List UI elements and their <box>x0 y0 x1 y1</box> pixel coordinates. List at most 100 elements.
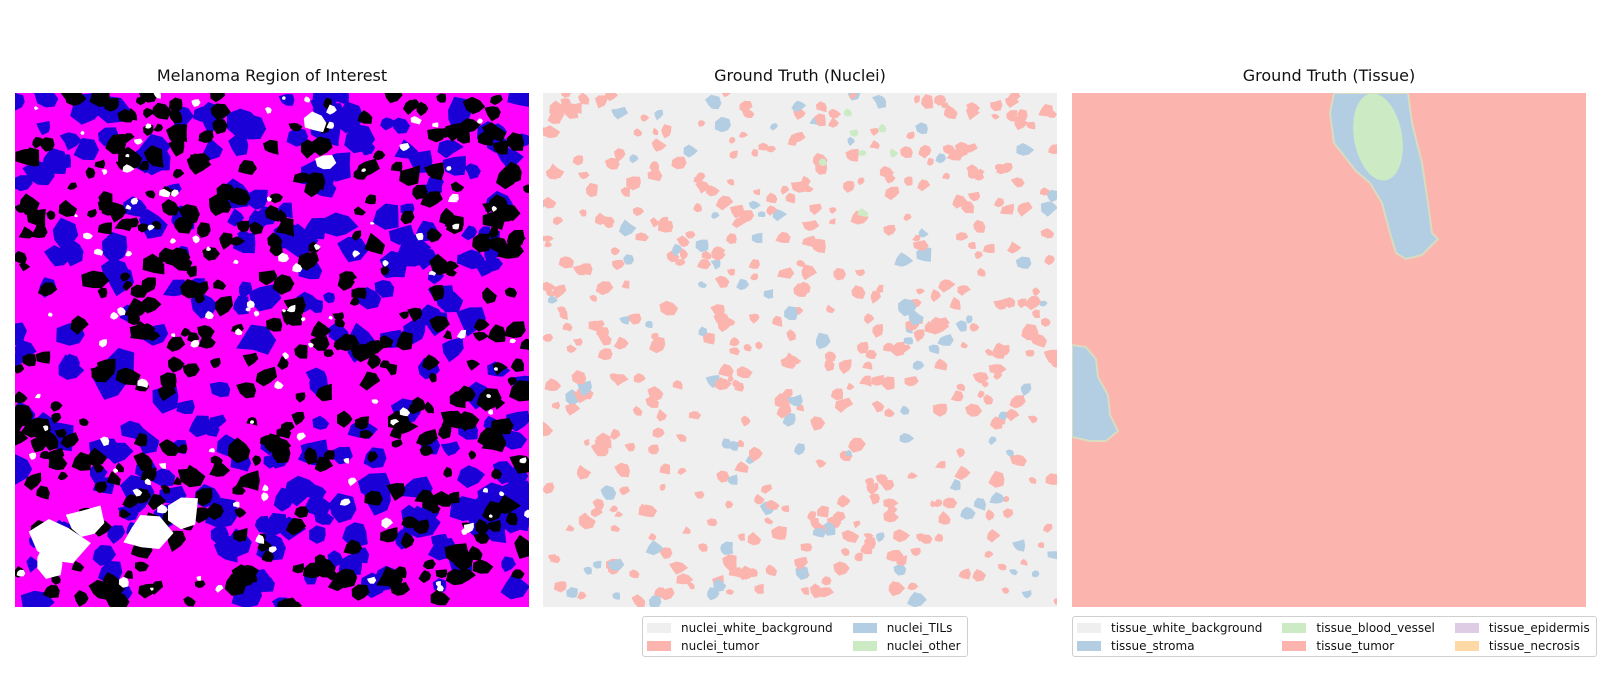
nucleus <box>230 236 246 246</box>
nucleus-tumor <box>956 383 966 392</box>
legend-item-tissue-stroma: tissue_stroma <box>1077 639 1262 653</box>
nucleus <box>48 448 65 464</box>
nucleus <box>384 93 403 104</box>
nucleus-tumor <box>887 504 898 513</box>
nucleus <box>418 570 432 584</box>
nucleus-tumor <box>801 175 811 185</box>
nucleus <box>353 206 366 216</box>
nucleus <box>334 318 346 328</box>
lumen <box>476 118 483 124</box>
legend-label: tissue_tumor <box>1316 639 1395 653</box>
nucleus <box>194 580 206 588</box>
nucleus-tumor <box>751 149 758 157</box>
nucleus <box>504 240 524 258</box>
nucleus-other <box>843 108 852 117</box>
stain-texture <box>34 93 59 108</box>
nucleus <box>166 336 186 352</box>
stain-texture <box>203 137 223 161</box>
stain-texture <box>457 465 486 489</box>
nucleus-other <box>877 123 887 133</box>
nucleus <box>440 127 453 139</box>
nucleus <box>376 566 403 590</box>
nucleus <box>440 410 464 427</box>
nucleus-tumor <box>794 556 808 571</box>
nucleus-til <box>903 337 914 345</box>
nucleus-tumor <box>739 565 752 580</box>
lumen <box>16 569 26 577</box>
lumen <box>262 484 269 492</box>
nucleus-tumor <box>988 470 1005 488</box>
nucleus-tumor <box>771 526 787 540</box>
nucleus-til <box>871 94 887 109</box>
nucleus-tumor <box>1027 415 1038 424</box>
nucleus <box>58 199 78 217</box>
legend-label: nuclei_TILs <box>886 621 953 635</box>
lumen <box>191 99 201 107</box>
nucleus-other <box>818 158 827 166</box>
nucleus <box>489 94 503 106</box>
stain-texture <box>123 196 147 218</box>
nucleus-tumor <box>866 482 879 495</box>
lumen <box>232 259 239 265</box>
nucleus <box>184 472 198 485</box>
lumen <box>488 409 494 415</box>
nucleus <box>294 344 308 359</box>
nucleus-tumor <box>1009 395 1026 409</box>
nucleus-tumor <box>758 142 770 151</box>
nucleus <box>93 461 105 473</box>
nucleus-tumor <box>747 532 762 546</box>
nucleus <box>292 563 305 574</box>
nucleus <box>482 287 497 304</box>
nucleus-tumor <box>561 93 571 98</box>
nucleus <box>46 210 56 221</box>
legend-item-tissue-necrosis: tissue_necrosis <box>1454 639 1590 653</box>
nucleus <box>507 376 518 386</box>
nucleus-tumor <box>985 509 995 521</box>
lumen <box>328 315 333 320</box>
nucleus-til <box>698 326 708 337</box>
nucleus <box>466 359 481 371</box>
nucleus-tumor <box>590 507 603 518</box>
nucleus-tumor <box>934 94 947 106</box>
stain-texture <box>461 225 478 241</box>
stain-texture <box>474 260 494 277</box>
stain-texture <box>502 430 528 450</box>
nucleus <box>504 287 518 298</box>
nucleus-tumor <box>766 192 778 203</box>
white-streak <box>37 541 63 579</box>
nucleus <box>496 494 521 515</box>
nucleus-tumor <box>682 526 691 534</box>
nucleus-tumor <box>659 484 666 491</box>
nucleus-til <box>698 281 708 288</box>
nucleus-tumor <box>869 140 880 149</box>
nucleus <box>85 167 96 179</box>
legend-item-nuclei-tumor: nuclei_tumor <box>647 639 833 653</box>
nucleus <box>449 391 466 409</box>
nucleus-tumor <box>753 188 761 196</box>
nucleus-til <box>908 592 924 607</box>
nucleus-til <box>1021 590 1032 599</box>
nucleus <box>484 106 501 122</box>
nucleus-tumor <box>934 358 948 371</box>
nucleus-tumor <box>910 547 921 557</box>
nucleus-tumor <box>981 381 989 388</box>
nucleus-tumor <box>631 594 646 607</box>
nucleus-other <box>849 129 859 137</box>
legend-item-nuclei-other: nuclei_other <box>852 639 961 653</box>
nucleus-tumor <box>1048 144 1057 154</box>
nucleus <box>264 204 280 222</box>
nucleus-tumor <box>988 364 1007 374</box>
stain-texture <box>372 203 399 230</box>
lumen <box>101 169 108 176</box>
lumen <box>296 432 306 441</box>
nucleus-til <box>916 246 932 262</box>
nucleus <box>30 222 48 238</box>
nucleus-tumor <box>675 434 687 442</box>
nucleus-tumor <box>604 157 620 170</box>
stain-texture <box>312 103 346 131</box>
nucleus-til <box>876 532 885 543</box>
nucleus <box>148 580 164 595</box>
lumen <box>159 463 166 469</box>
nucleus <box>235 470 260 491</box>
nucleus-tumor <box>1002 495 1010 503</box>
